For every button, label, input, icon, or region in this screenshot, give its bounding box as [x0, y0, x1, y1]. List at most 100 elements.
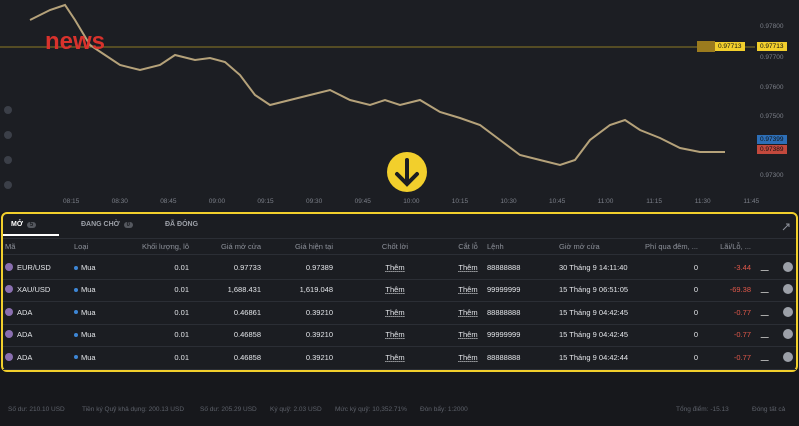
price-label: 0.97700: [760, 54, 784, 61]
edit-button[interactable]: [760, 262, 774, 271]
tab-underline: [3, 234, 59, 236]
profit: -69.38: [729, 285, 751, 295]
type-dot: [74, 355, 78, 360]
volume: 0.01: [174, 285, 189, 295]
type-dot: [74, 265, 78, 270]
take-profit[interactable]: Thêm: [385, 330, 405, 340]
swap: 0: [693, 285, 698, 295]
column-header: Lãi/Lỗ, ...: [720, 242, 751, 251]
profit: -0.77: [733, 352, 751, 362]
positions-panel: MỞ 5 ĐANG CHỜ 0 ĐÃ ĐÓNG Mã Loại Khối lượng, lô G…: [1, 212, 798, 372]
order-id: 88888888: [487, 263, 521, 272]
row-divider: [3, 238, 796, 239]
symbol-icon: [5, 307, 13, 316]
close-button[interactable]: [783, 306, 793, 317]
open-time: 15 Tháng 9 04:42:44: [559, 352, 629, 362]
row-divider: [3, 254, 796, 255]
type: Mua: [81, 263, 96, 272]
order-id: 88888888: [487, 307, 521, 317]
row-divider: [3, 301, 796, 303]
current-price: 0.39210: [305, 352, 333, 362]
time-label: 09:00: [208, 198, 226, 205]
tab[interactable]: MỞ 5: [11, 221, 37, 228]
stop-loss[interactable]: Thêm: [458, 352, 478, 362]
column-header: Giá mở cửa: [221, 242, 261, 251]
column-header: Lệnh: [487, 242, 504, 251]
tab[interactable]: ĐÃ ĐÓNG: [165, 221, 199, 228]
volume: 0.01: [174, 263, 189, 272]
time-label: 09:30: [306, 198, 323, 205]
price-marker: 0.97713: [715, 42, 745, 51]
column-header: Giờ mở cửa: [559, 242, 600, 251]
swap: 0: [693, 352, 698, 362]
close-button[interactable]: [783, 284, 793, 295]
time-label: 11:15: [646, 198, 662, 205]
stop-loss[interactable]: Thêm: [458, 307, 478, 317]
take-profit[interactable]: Thêm: [385, 307, 405, 317]
take-profit[interactable]: Thêm: [385, 263, 405, 272]
price-label: 0.97600: [760, 84, 784, 91]
total-points: Tổng điểm: -15.13: [676, 406, 729, 413]
order-id: 88888888: [487, 352, 521, 362]
logo: news: [45, 28, 106, 55]
arrow-down: [395, 158, 419, 187]
take-profit[interactable]: Thêm: [385, 285, 405, 295]
symbol-icon: [5, 330, 13, 339]
sidebar-icons: [4, 106, 12, 189]
edit-button[interactable]: [760, 284, 774, 294]
open-price: 0.46858: [233, 330, 261, 340]
column-header: Khối lượng, lô: [141, 242, 189, 251]
edit-button[interactable]: [760, 351, 774, 361]
price-label: 0.97713: [757, 42, 787, 51]
status-item: Mức ký quỹ: 10,352.71%: [335, 406, 407, 413]
stop-loss[interactable]: Thêm: [458, 330, 478, 340]
symbol: XAU/USD: [17, 285, 51, 295]
symbol: ADA: [17, 307, 33, 317]
time-label: 08:15: [63, 198, 80, 205]
take-profit[interactable]: Thêm: [385, 352, 405, 362]
order-id: 99999999: [487, 285, 521, 295]
chart-drawing: [0, 3, 755, 192]
stop-loss[interactable]: Thêm: [458, 285, 478, 295]
price-chart: news 0.97713 0.97800 0.97713 0.97700 0.9760…: [0, 0, 799, 212]
open-price: 0.46858: [233, 352, 261, 362]
price-label: 0.97399: [757, 135, 787, 144]
current-price: 0.97389: [305, 263, 333, 272]
tab-count: 5: [26, 222, 37, 228]
expand-icon[interactable]: [781, 222, 791, 232]
edit-button[interactable]: [760, 329, 774, 339]
close-button[interactable]: [783, 351, 793, 362]
row-divider: [3, 279, 796, 280]
time-label: 10:00: [403, 198, 420, 205]
status-item: Đòn bẩy: 1:2000: [420, 406, 468, 413]
row-divider: [3, 346, 796, 348]
symbol: ADA: [17, 352, 33, 362]
row-divider: [3, 323, 796, 325]
stop-loss[interactable]: Thêm: [458, 263, 478, 272]
profit: -3.44: [733, 263, 751, 272]
time-label: 09:15: [257, 198, 274, 205]
open-time: 15 Tháng 9 06:51:05: [559, 285, 629, 295]
time-label: 11:30: [694, 198, 711, 205]
open-time: 15 Tháng 9 04:42:45: [559, 307, 629, 317]
swap: 0: [693, 330, 698, 340]
status-item: Ký quỹ: 2.03 USD: [270, 406, 322, 413]
edit-button[interactable]: [760, 306, 774, 316]
tab[interactable]: ĐANG CHỜ 0: [81, 221, 133, 228]
open-price: 0.46861: [233, 307, 261, 317]
type-dot: [74, 310, 78, 315]
close-button[interactable]: [783, 329, 793, 340]
time-label: 10:45: [549, 198, 566, 205]
tab-label-wrap: MỞ: [11, 221, 23, 228]
column-header: Mã: [5, 242, 16, 251]
status-item: Số dư: 205.29 USD: [200, 406, 257, 413]
close-all-button[interactable]: Đóng tất cả: [752, 406, 786, 413]
volume: 0.01: [174, 352, 189, 362]
profit: -0.77: [733, 330, 751, 340]
close-button[interactable]: [783, 262, 793, 272]
volume: 0.01: [174, 330, 189, 340]
column-header: Cắt lỗ: [458, 242, 478, 251]
time-label: 11:45: [743, 198, 760, 205]
time-label: 09:45: [354, 198, 371, 205]
current-price: 0.39210: [305, 307, 333, 317]
